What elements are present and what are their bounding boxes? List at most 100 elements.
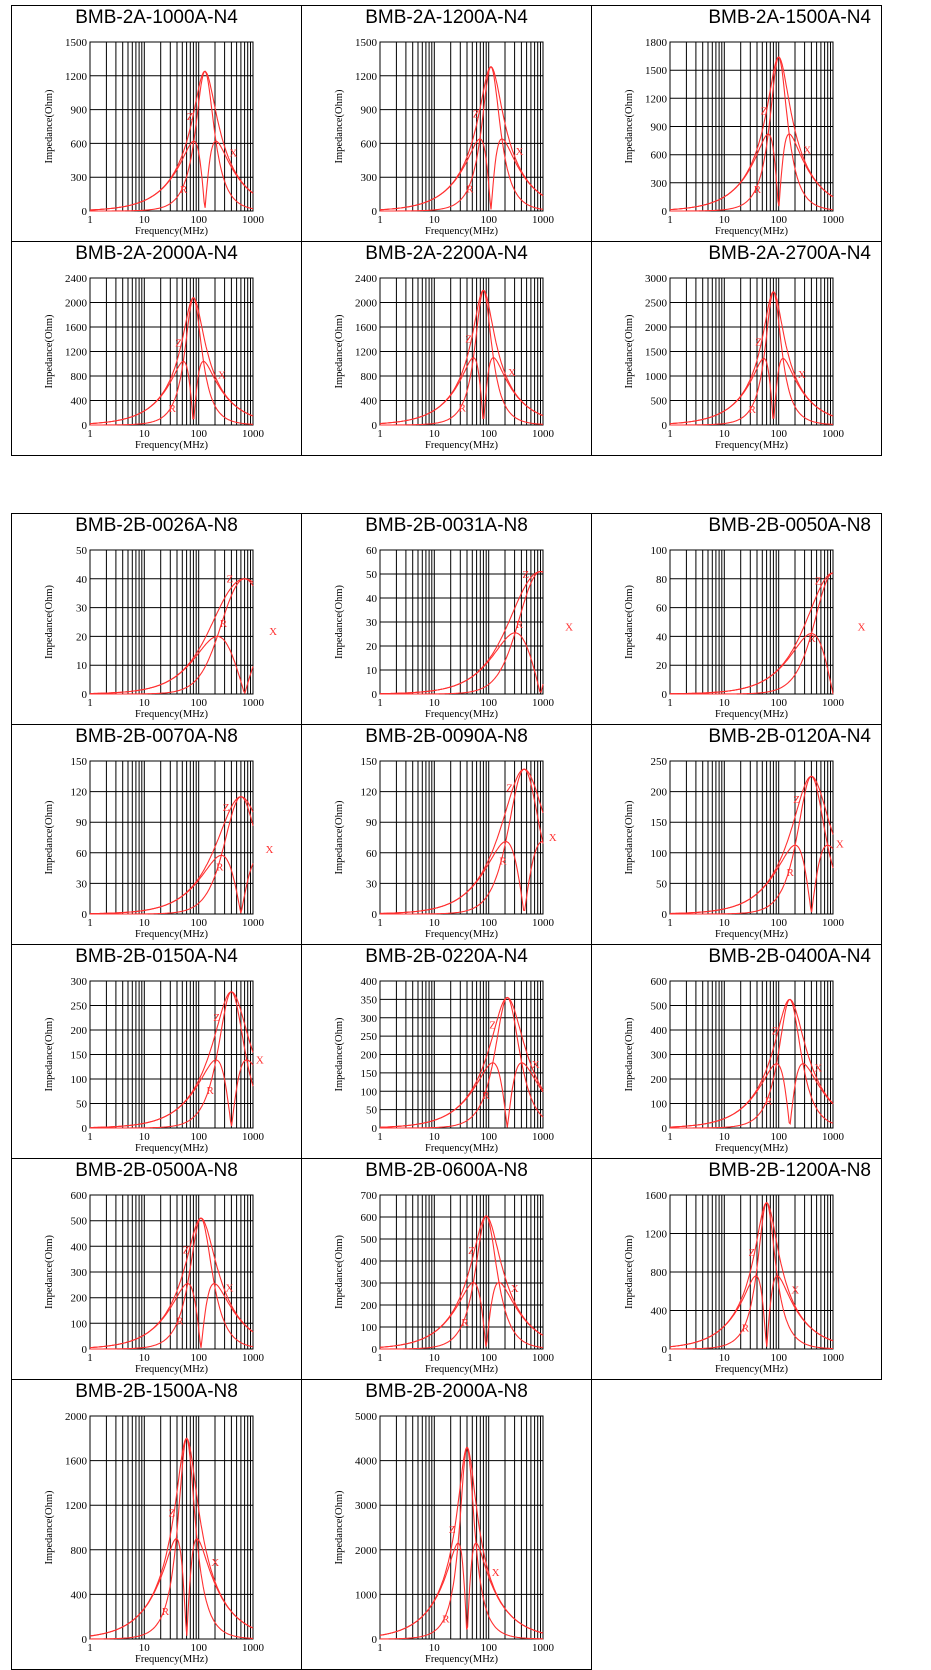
x-tick-label: 1000 xyxy=(822,697,845,709)
y-tick-label: 200 xyxy=(71,1293,88,1305)
chart-title: BMB-2A-2000A-N4 xyxy=(75,243,238,264)
y-tick-label: 1500 xyxy=(355,37,378,49)
plot-frame xyxy=(669,41,834,212)
x-axis-label: Frequency(MHz) xyxy=(135,440,208,451)
x-tick-label: 10 xyxy=(719,697,731,709)
chart-cell: BMB-2B-0031A-N8 0 10 20 30 40 50 60 1 10 100 1000 Fr… xyxy=(302,514,592,725)
y-tick-label: 0 xyxy=(662,206,668,218)
y-tick-label: 1600 xyxy=(65,322,88,334)
x-tick-label: 10 xyxy=(139,428,151,440)
y-tick-label: 350 xyxy=(361,994,378,1006)
plot-frame xyxy=(669,549,834,695)
chart-title: BMB-2B-0050A-N8 xyxy=(708,515,871,536)
x-axis-label: Frequency(MHz) xyxy=(425,1143,498,1154)
y-tick-label: 150 xyxy=(361,1068,378,1080)
curve-label-z: Z xyxy=(175,337,182,349)
y-axis-label: Impedance(Ohm) xyxy=(624,89,635,164)
y-tick-label: 800 xyxy=(71,1545,88,1557)
curve-label-x: X xyxy=(803,144,811,156)
chart-cell: BMB-2A-2700A-N4 0 500 1000 1500 2000 2500 3000 1… xyxy=(592,242,882,456)
y-tick-label: 0 xyxy=(82,1123,88,1135)
x-tick-label: 10 xyxy=(139,1131,151,1143)
curves xyxy=(89,1217,254,1350)
curve-r xyxy=(380,1447,543,1640)
curve-label-r: R xyxy=(765,1095,773,1107)
y-tick-label: 0 xyxy=(372,689,378,701)
x-tick-label: 1 xyxy=(667,428,673,440)
x-tick-label: 100 xyxy=(480,697,497,709)
y-tick-label: 2400 xyxy=(65,273,88,285)
curve-label-r: R xyxy=(459,403,467,415)
curve-label-x: X xyxy=(508,367,516,379)
x-tick-label: 100 xyxy=(480,1642,497,1654)
curves xyxy=(379,1446,544,1640)
chart-cell: BMB-2A-2000A-N4 0 400 800 1200 1600 2000 2400 1 1… xyxy=(12,242,302,456)
y-tick-label: 0 xyxy=(82,1634,88,1646)
curve-x xyxy=(669,357,834,425)
curve-label-z: Z xyxy=(449,1524,456,1536)
impedance-chart: 0 30 60 90 120 150 1 10 100 1000 Frequency(MHz) Imp… xyxy=(44,756,274,940)
x-axis-label: Frequency(MHz) xyxy=(715,1143,788,1154)
x-tick-label: 10 xyxy=(139,214,151,226)
y-tick-label: 150 xyxy=(651,817,668,829)
grid xyxy=(670,42,833,211)
curve-x xyxy=(669,1275,834,1348)
plot-frame xyxy=(89,549,254,695)
chart-title: BMB-2A-2700A-N4 xyxy=(708,243,871,264)
x-tick-label: 1 xyxy=(377,1642,383,1654)
x-axis-label: Frequency(MHz) xyxy=(715,226,788,237)
curve-r xyxy=(380,65,544,212)
chart-title: BMB-2B-0070A-N8 xyxy=(75,726,238,747)
y-tick-label: 400 xyxy=(71,1241,88,1253)
y-axis-label: Impedance(Ohm) xyxy=(334,584,345,659)
x-tick-label: 1000 xyxy=(532,1131,555,1143)
chart-title: BMB-2B-0500A-N8 xyxy=(75,1160,238,1181)
x-tick-label: 100 xyxy=(480,1352,497,1364)
x-tick-label: 1000 xyxy=(242,917,265,929)
curve-label-z: Z xyxy=(815,576,822,588)
y-tick-label: 100 xyxy=(651,848,668,860)
y-axis-label: Impedance(Ohm) xyxy=(334,800,345,875)
y-tick-label: 2000 xyxy=(355,298,378,310)
curve-r xyxy=(380,1215,544,1350)
y-tick-label: 400 xyxy=(71,1589,88,1601)
curve-r xyxy=(670,998,834,1129)
impedance-chart: 0 400 800 1200 1600 2000 2400 1 10 100 1000 Frequen… xyxy=(334,273,555,451)
y-tick-label: 50 xyxy=(656,878,668,890)
curve-label-z: Z xyxy=(489,1019,496,1031)
curve-label-r: R xyxy=(808,633,816,645)
x-tick-label: 100 xyxy=(770,428,787,440)
y-tick-label: 800 xyxy=(71,371,88,383)
y-tick-label: 30 xyxy=(366,878,378,890)
chart-title: BMB-2A-1500A-N4 xyxy=(708,7,871,28)
plot-frame xyxy=(379,41,544,212)
curve-x xyxy=(380,632,544,695)
y-tick-label: 1000 xyxy=(645,371,668,383)
x-tick-label: 100 xyxy=(190,1642,207,1654)
chart-title: BMB-2B-0026A-N8 xyxy=(75,515,238,536)
x-tick-label: 100 xyxy=(480,917,497,929)
y-axis-label: Impedance(Ohm) xyxy=(624,314,635,389)
x-tick-label: 100 xyxy=(770,1352,787,1364)
y-tick-label: 1200 xyxy=(645,1229,668,1241)
y-tick-label: 0 xyxy=(372,909,378,921)
curve-label-x: X xyxy=(791,1285,799,1297)
chart-cell: BMB-2A-1200A-N4 0 300 600 900 1200 1500 1 10 100 1… xyxy=(302,6,592,242)
curve-x xyxy=(380,841,543,914)
curves xyxy=(90,578,254,695)
y-axis-label: Impedance(Ohm) xyxy=(44,1490,55,1565)
y-tick-label: 90 xyxy=(76,817,88,829)
y-tick-label: 1200 xyxy=(355,71,378,83)
chart-title: BMB-2A-1200A-N4 xyxy=(365,7,528,28)
chart-cell: BMB-2B-0400A-N4 0 100 200 300 400 500 600 1 10 100… xyxy=(592,945,882,1159)
curve-label-z: Z xyxy=(227,574,234,586)
x-tick-label: 1 xyxy=(87,214,93,226)
y-tick-label: 2000 xyxy=(65,1411,88,1423)
x-tick-label: 10 xyxy=(719,214,731,226)
x-tick-label: 10 xyxy=(429,214,441,226)
curve-label-x: X xyxy=(211,1557,219,1569)
y-tick-label: 50 xyxy=(76,1099,88,1111)
chart-cell: BMB-2B-0500A-N8 0 100 200 300 400 500 600 1 10 100… xyxy=(12,1159,302,1380)
plot-frame xyxy=(379,760,544,915)
y-axis-label: Impedance(Ohm) xyxy=(334,1017,345,1092)
